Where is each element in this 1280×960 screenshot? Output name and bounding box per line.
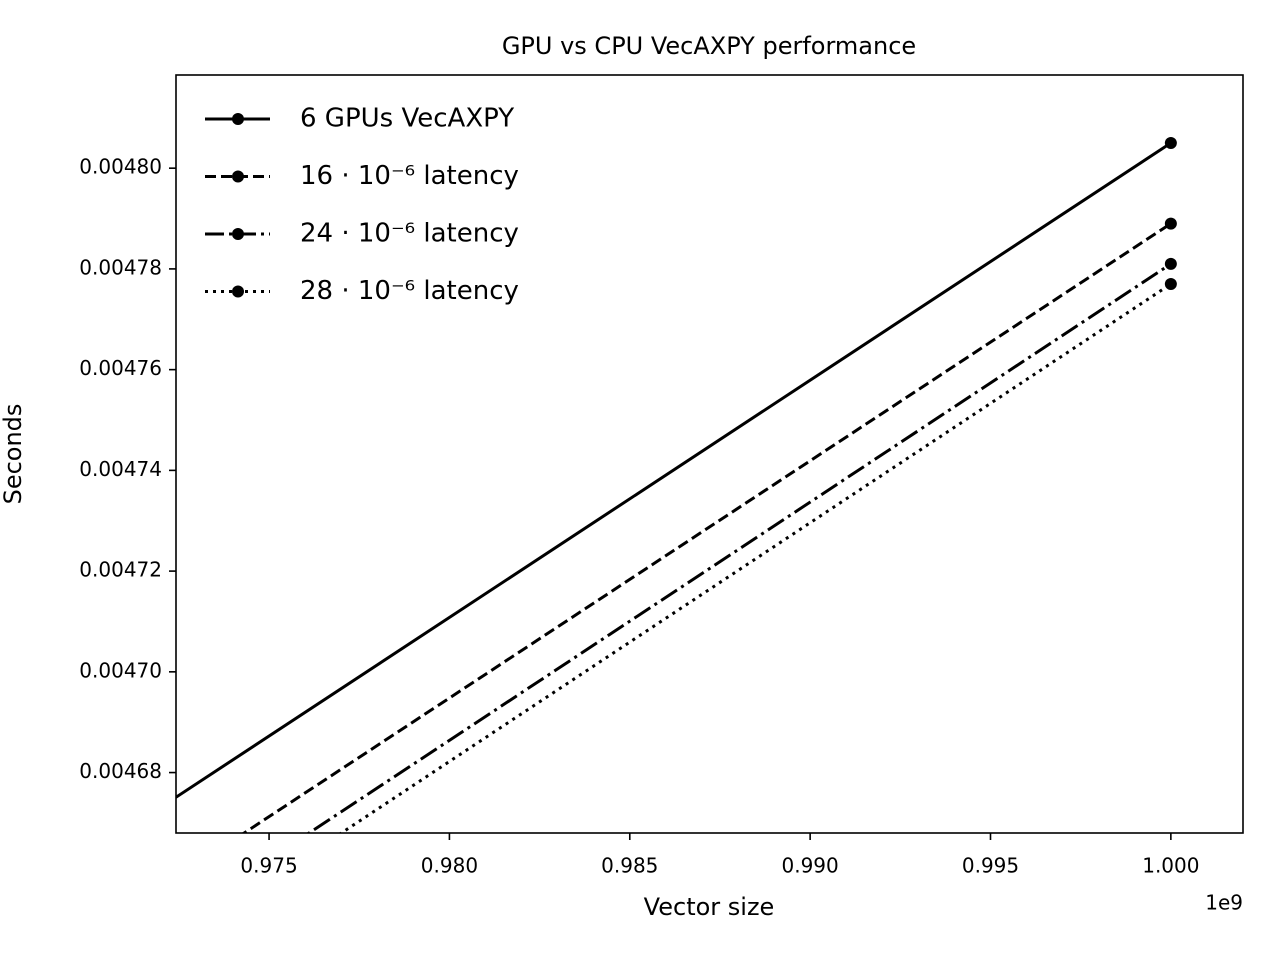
legend-marker [232, 170, 244, 183]
y-axis-label: Seconds [0, 404, 27, 505]
series-marker [1164, 257, 1177, 270]
y-tick-label: 0.00476 [79, 356, 162, 380]
y-tick-label: 0.00478 [79, 255, 162, 279]
x-tick-label: 0.995 [962, 854, 1019, 878]
legend-marker [232, 113, 244, 125]
y-tick-label: 0.00474 [79, 457, 162, 481]
x-tick-label: 1.000 [1142, 854, 1199, 878]
series-line [176, 141, 1172, 800]
y-tick-label: 0.00470 [79, 658, 162, 682]
legend-label: 28 · 10⁻⁶ latency [300, 276, 519, 306]
x-tick-label: 0.980 [421, 854, 478, 878]
plot-frame [175, 74, 1244, 834]
legend-label: 16 · 10⁻⁶ latency [300, 161, 519, 191]
x-tick-label: 0.990 [782, 854, 839, 878]
legend-marker [232, 228, 244, 240]
plot-area [176, 136, 1177, 833]
legend-label: 6 GPUs VecAXPY [300, 104, 514, 134]
series-marker [1164, 278, 1177, 291]
legend-label: 24 · 10⁻⁶ latency [300, 219, 519, 249]
series-line [306, 262, 1172, 833]
x-axis-label: Vector size [644, 893, 775, 921]
y-tick-label: 0.00472 [79, 558, 162, 582]
x-tick-label: 0.985 [601, 854, 658, 878]
legend-marker [232, 285, 244, 298]
y-tick-label: 0.00468 [79, 759, 162, 783]
y-tick-label: 0.00480 [79, 155, 162, 179]
series-marker [1164, 217, 1177, 230]
x-offset-label: 1e9 [1205, 891, 1243, 915]
x-tick-label: 0.975 [240, 854, 297, 878]
series-marker [1164, 136, 1177, 149]
chart-title: GPU vs CPU VecAXPY performance [502, 32, 916, 60]
